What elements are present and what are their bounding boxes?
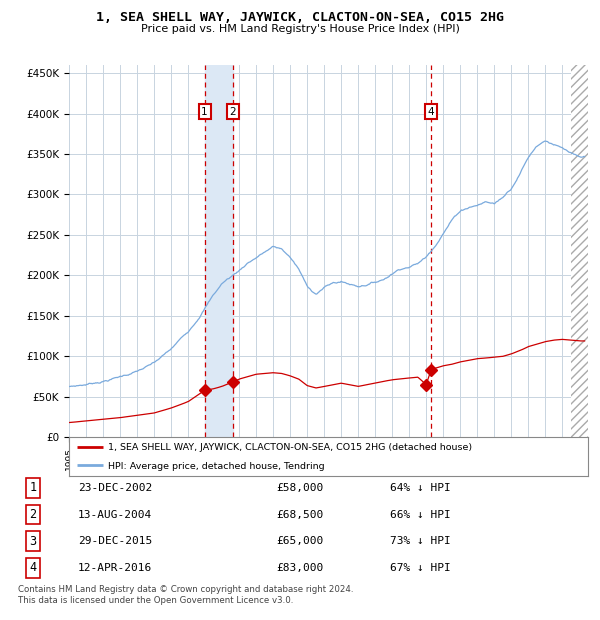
Text: 4: 4 [29,562,37,574]
Text: 23-DEC-2002: 23-DEC-2002 [78,483,152,493]
Text: 29-DEC-2015: 29-DEC-2015 [78,536,152,546]
Text: 1, SEA SHELL WAY, JAYWICK, CLACTON-ON-SEA, CO15 2HG: 1, SEA SHELL WAY, JAYWICK, CLACTON-ON-SE… [96,11,504,24]
Bar [205,65,233,437]
Text: £68,500: £68,500 [276,510,323,520]
Text: 1, SEA SHELL WAY, JAYWICK, CLACTON-ON-SEA, CO15 2HG (detached house): 1, SEA SHELL WAY, JAYWICK, CLACTON-ON-SE… [108,443,472,452]
Text: 73% ↓ HPI: 73% ↓ HPI [390,536,451,546]
Text: 64% ↓ HPI: 64% ↓ HPI [390,483,451,493]
Bar [571,65,588,437]
Text: 2: 2 [29,508,37,521]
Text: 66% ↓ HPI: 66% ↓ HPI [390,510,451,520]
Text: 12-APR-2016: 12-APR-2016 [78,563,152,573]
Text: 1: 1 [202,107,208,117]
Text: £58,000: £58,000 [276,483,323,493]
Text: 67% ↓ HPI: 67% ↓ HPI [390,563,451,573]
Text: £83,000: £83,000 [276,563,323,573]
Text: 1: 1 [29,482,37,494]
Text: 13-AUG-2004: 13-AUG-2004 [78,510,152,520]
Text: 2: 2 [229,107,236,117]
Text: 3: 3 [29,535,37,547]
Text: HPI: Average price, detached house, Tendring: HPI: Average price, detached house, Tend… [108,461,325,471]
Text: 4: 4 [428,107,434,117]
Text: Price paid vs. HM Land Registry's House Price Index (HPI): Price paid vs. HM Land Registry's House … [140,24,460,33]
Text: £65,000: £65,000 [276,536,323,546]
Text: Contains HM Land Registry data © Crown copyright and database right 2024.
This d: Contains HM Land Registry data © Crown c… [18,585,353,604]
